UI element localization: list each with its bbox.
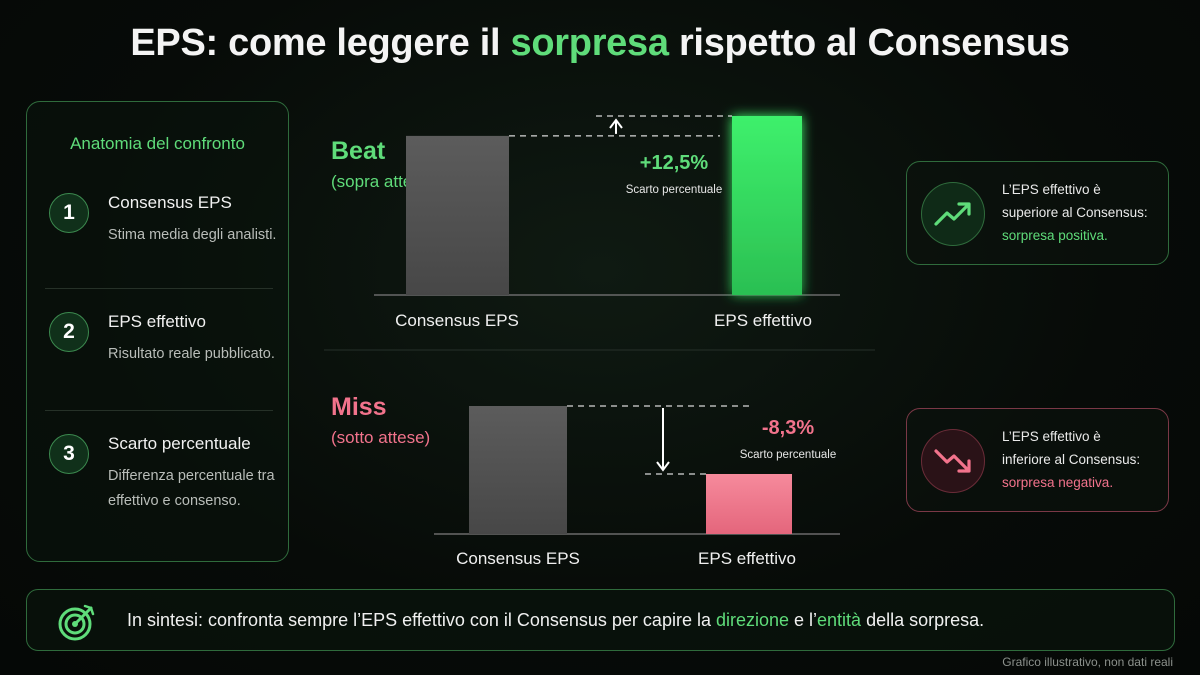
step-title: Scarto percentuale bbox=[108, 434, 251, 453]
emphasis-direction: direzione bbox=[715, 610, 790, 630]
step-description: Stima media degli analisti. bbox=[108, 227, 277, 243]
summary-text: In sintesi: confronta sempre l’EPS effet… bbox=[127, 610, 985, 630]
beat-chart: Beat(sopra attese)+12,5%Scarto percentua… bbox=[331, 115, 840, 330]
anatomy-panel: Anatomia del confronto 1 Consensus EPS S… bbox=[26, 101, 289, 562]
step-title: Consensus EPS bbox=[108, 193, 232, 212]
summary-banner: In sintesi: confronta sempre l’EPS effet… bbox=[26, 589, 1175, 651]
trend-down-icon bbox=[921, 429, 985, 493]
emphasis-magnitude: entità bbox=[817, 610, 862, 630]
miss-tick-label-actual: EPS effettivo bbox=[698, 549, 796, 568]
divider bbox=[45, 288, 273, 289]
beat-card-text: L’EPS effettivo è superiore al Consensus… bbox=[1002, 182, 1148, 243]
divider bbox=[45, 410, 273, 411]
page-title: EPS: come leggere il sorpresa rispetto a… bbox=[130, 22, 1070, 64]
miss-consensus-bar bbox=[469, 406, 567, 534]
beat-arrow-head bbox=[609, 118, 623, 129]
panel-heading: Anatomia del confronto bbox=[70, 134, 245, 153]
footnote: Grafico illustrativo, non dati reali bbox=[1002, 655, 1173, 669]
step-number: 1 bbox=[49, 193, 89, 233]
step-description: Differenza percentuale tra effettivo e c… bbox=[108, 468, 275, 509]
beat-tick-label-actual: EPS effettivo bbox=[714, 311, 812, 330]
miss-tick-label-consensus: Consensus EPS bbox=[456, 549, 580, 568]
beat-info-card: L’EPS effettivo è superiore al Consensus… bbox=[906, 161, 1169, 265]
eps-surprise-chart: Beat(sopra attese)+12,5%Scarto percentua… bbox=[324, 115, 875, 568]
miss-info-card: L’EPS effettivo è inferiore al Consensus… bbox=[906, 408, 1169, 512]
step-number: 2 bbox=[49, 312, 89, 352]
step-description: Risultato reale pubblicato. bbox=[108, 346, 275, 362]
miss-chart: Miss (sotto attese) -8,3% Scarto percentual… bbox=[331, 393, 840, 568]
miss-heading: Miss bbox=[331, 393, 387, 421]
beat-consensus-bar bbox=[406, 135, 509, 295]
step-title: EPS effettivo bbox=[108, 312, 206, 331]
miss-subheading: (sotto attese) bbox=[331, 428, 430, 447]
miss-card-text: L’EPS effettivo è inferiore al Consensus… bbox=[1002, 429, 1141, 490]
beat-tick-label-consensus: Consensus EPS bbox=[395, 311, 519, 330]
miss-actual-bar bbox=[706, 473, 792, 534]
miss-delta-caption: Scarto percentuale bbox=[740, 449, 837, 461]
target-icon bbox=[58, 604, 95, 641]
miss-arrow-head bbox=[656, 461, 670, 472]
beat-heading: Beat bbox=[331, 137, 386, 165]
beat-actual-bar bbox=[732, 116, 802, 295]
beat-delta-caption: Scarto percentuale bbox=[626, 184, 723, 196]
miss-delta-label: -8,3% bbox=[762, 417, 814, 439]
beat-delta-label: +12,5% bbox=[640, 152, 709, 174]
title-highlight: sorpresa bbox=[510, 22, 669, 64]
step-number: 3 bbox=[49, 434, 89, 474]
trend-up-icon bbox=[921, 182, 985, 246]
